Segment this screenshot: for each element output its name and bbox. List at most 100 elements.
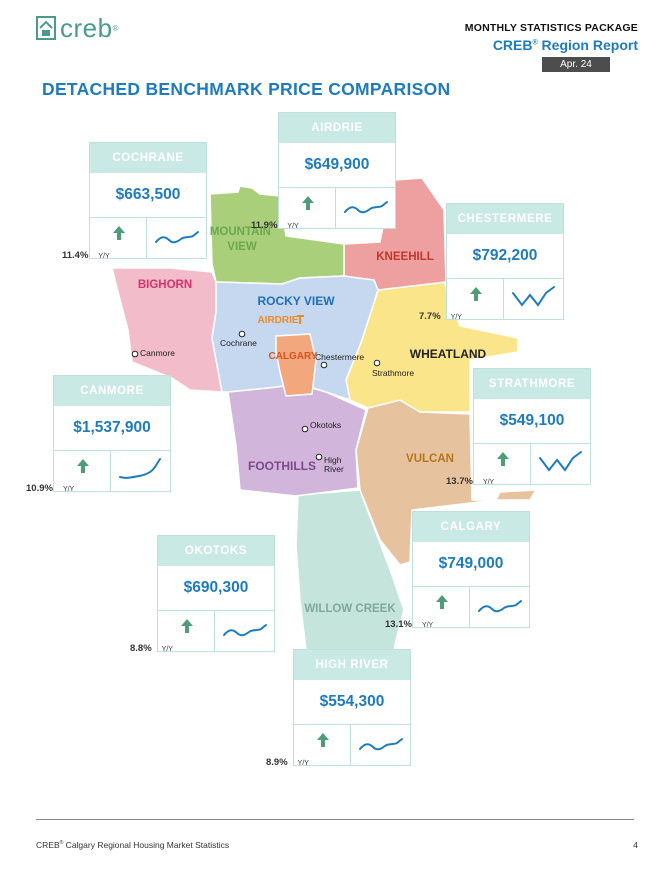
card-title: COCHRANE <box>90 143 206 173</box>
yoy-change-value: 8.8% <box>130 643 152 654</box>
trend-cell <box>470 587 529 627</box>
yoy-change-value: 13.1% <box>385 619 412 630</box>
change-cell: 8.8% Y/Y <box>130 611 215 654</box>
card-title: OKOTOKS <box>158 536 274 566</box>
change-cell: 10.9% Y/Y <box>26 451 111 494</box>
trend-cell <box>336 188 395 228</box>
chestermere-marker-icon <box>320 361 328 369</box>
report-title: CREB® Region Report <box>465 37 638 53</box>
card-calgary: CALGARY $749,000 13.1% Y/Y <box>385 511 530 630</box>
card-footer: 11.4% Y/Y <box>62 218 206 261</box>
yoy-label: Y/Y <box>161 646 173 653</box>
card-price: $554,300 <box>294 680 410 725</box>
cochrane-marker-icon <box>238 330 246 338</box>
yoy-change-value: 11.4% <box>62 250 89 261</box>
up-arrow-icon <box>181 619 193 633</box>
report-title-rest: Region Report <box>537 37 638 53</box>
yoy-change-value: 13.7% <box>446 476 473 487</box>
change-cell: 8.9% Y/Y <box>266 725 351 768</box>
yoy-label: Y/Y <box>297 760 309 767</box>
town-label-strathmore: Strathmore <box>372 368 414 378</box>
yoy-change: 13.7% Y/Y <box>446 476 494 487</box>
region-label-willow-creek: WILLOW CREEK <box>304 603 396 615</box>
strathmore-marker-icon <box>373 359 381 367</box>
trend-cell <box>351 725 410 765</box>
footer-text-rest: Calgary Regional Housing Market Statisti… <box>63 840 230 850</box>
trend-line-icon <box>155 231 199 244</box>
trend-cell <box>215 611 274 651</box>
card-title: AIRDRIE <box>279 113 395 143</box>
change-cell: 7.7% Y/Y <box>419 279 504 322</box>
yoy-change-value: 10.9% <box>26 483 53 494</box>
date-badge: Apr. 24 <box>542 57 610 72</box>
card-high-river: HIGH RIVER $554,300 8.9% Y/Y <box>266 649 411 768</box>
town-label-high-river-line2: River <box>324 464 344 474</box>
card-price: $663,500 <box>90 173 206 218</box>
up-arrow-icon <box>302 196 314 210</box>
page-number: 4 <box>633 840 638 850</box>
region-label-mountain-view-line2: VIEW <box>227 241 257 253</box>
yoy-change: 8.9% Y/Y <box>266 757 309 768</box>
yoy-change-value: 11.9% <box>251 220 278 231</box>
card-footer: 10.9% Y/Y <box>26 451 170 494</box>
up-arrow-icon <box>113 226 125 240</box>
region-label-mountain-view: MOUNTAIN VIEW <box>210 226 274 253</box>
town-label-cochrane: Cochrane <box>220 338 257 348</box>
region-label-rocky-view: ROCKY VIEW <box>257 294 335 308</box>
card-footer: 13.7% Y/Y <box>446 444 590 487</box>
town-label-airdrie: AIRDRIE <box>257 315 298 326</box>
report-title-reg: ® <box>532 39 538 47</box>
trend-line-icon <box>478 600 522 613</box>
trend-cell <box>531 444 590 484</box>
town-label-canmore: Canmore <box>140 348 175 358</box>
up-arrow-icon <box>317 733 329 747</box>
change-cell: 11.4% Y/Y <box>62 218 147 261</box>
card-footer: 7.7% Y/Y <box>419 279 563 322</box>
high-river-marker-icon <box>315 453 323 461</box>
town-label-okotoks: Okotoks <box>310 420 341 430</box>
yoy-label: Y/Y <box>482 479 495 486</box>
region-label-bighorn: BIGHORN <box>138 279 192 291</box>
card-title: CALGARY <box>413 512 529 542</box>
card-canmore: CANMORE $1,537,900 10.9% Y/Y <box>26 375 171 494</box>
yoy-change: 8.8% Y/Y <box>130 643 173 654</box>
card-footer: 11.9% Y/Y <box>251 188 395 231</box>
yoy-change: 13.1% Y/Y <box>385 619 433 630</box>
trend-cell <box>504 279 563 319</box>
trend-cell <box>147 218 206 258</box>
card-price: $792,200 <box>447 234 563 279</box>
logo-text: creb <box>60 13 113 43</box>
trend-cell <box>111 451 170 491</box>
yoy-change: 7.7% Y/Y <box>419 311 462 322</box>
up-arrow-icon <box>436 595 448 609</box>
trend-line-icon <box>344 201 388 214</box>
trend-line-icon <box>359 738 403 751</box>
card-title: HIGH RIVER <box>294 650 410 680</box>
card-title: CANMORE <box>54 376 170 406</box>
airdrie-marker-icon <box>297 315 304 324</box>
yoy-label: Y/Y <box>450 314 462 321</box>
card-price: $749,000 <box>413 542 529 587</box>
footer-brand: CREB <box>36 840 60 850</box>
region-label-kneehill: KNEEHILL <box>376 251 434 263</box>
town-label-high-river: High River <box>324 455 344 474</box>
region-foothills <box>227 383 367 497</box>
town-label-chestermere: Chestermere <box>315 352 364 362</box>
card-price: $690,300 <box>158 566 274 611</box>
house-logo-icon <box>36 16 56 40</box>
region-label-vulcan: VULCAN <box>406 453 454 465</box>
yoy-change: 11.4% Y/Y <box>62 250 110 261</box>
card-title: STRATHMORE <box>474 369 590 399</box>
up-arrow-icon <box>470 287 482 301</box>
up-arrow-icon <box>497 452 509 466</box>
okotoks-marker-icon <box>301 425 309 433</box>
card-price: $649,900 <box>279 143 395 188</box>
yoy-label: Y/Y <box>62 486 75 493</box>
card-footer: 8.8% Y/Y <box>130 611 274 654</box>
region-label-foothills: FOOTHILLS <box>248 459 316 473</box>
trend-line-icon <box>512 286 555 307</box>
change-cell: 13.7% Y/Y <box>446 444 531 487</box>
trend-line-icon <box>119 458 161 479</box>
report-title-brand: CREB <box>492 37 533 53</box>
region-label-wheatland: WHEATLAND <box>410 347 487 361</box>
